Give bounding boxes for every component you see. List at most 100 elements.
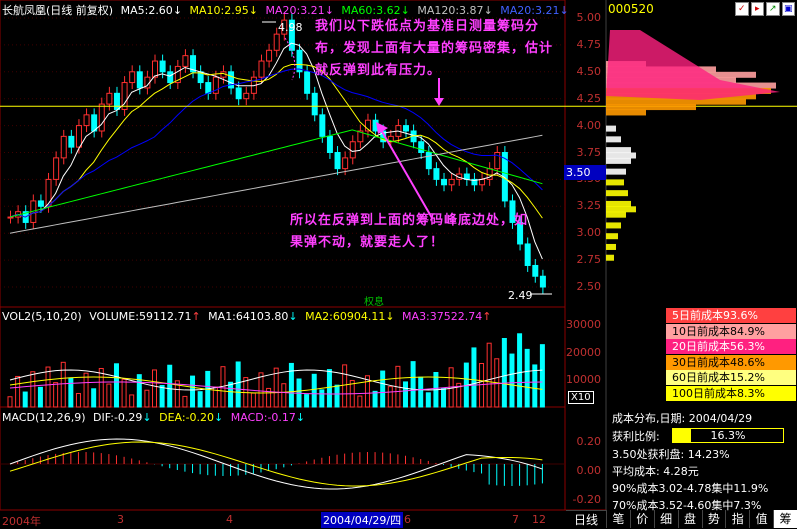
chip-bar bbox=[606, 222, 621, 229]
candle-body bbox=[334, 152, 341, 170]
chip-bar bbox=[606, 98, 746, 105]
cost-legend-row: 20日前成本56.3% bbox=[666, 339, 796, 354]
candle-body bbox=[524, 243, 531, 266]
volume-bar bbox=[501, 337, 507, 408]
profit-value: 16.3% bbox=[710, 429, 746, 442]
event-marker[interactable]: 权息 bbox=[364, 297, 384, 308]
volume-bar bbox=[479, 362, 485, 408]
volume-bar bbox=[106, 383, 112, 408]
volume-bar bbox=[281, 383, 287, 408]
macd-axis-tick: 0.20 bbox=[576, 435, 602, 448]
candle-body bbox=[532, 264, 539, 277]
tab-detail[interactable]: 细 bbox=[653, 510, 678, 528]
cursor-date: 2004/04/29/四 bbox=[321, 512, 404, 528]
price-axis-tick: 3.75 bbox=[576, 145, 602, 159]
annotation-resistance: 我们以下跌低点为基准日测量筹码分布，发现上面有大量的筹码密集，估计就反弹到此有压… bbox=[315, 19, 554, 78]
average-cost: 平均成本: 4.28元 bbox=[612, 465, 699, 478]
volume-bar bbox=[326, 369, 332, 408]
candle-body bbox=[53, 157, 60, 180]
ma20b-value: MA20:3.21 bbox=[500, 4, 560, 17]
price-axis-tick: 2.75 bbox=[576, 253, 602, 267]
vol-ma1: MA1:64103.80 bbox=[208, 310, 289, 323]
volume-bar bbox=[190, 375, 196, 408]
volume-bar bbox=[53, 382, 59, 408]
cost-70: 70%成本3.52-4.60集中7.3% bbox=[612, 499, 762, 512]
volume-bar bbox=[228, 381, 234, 408]
candle-body bbox=[273, 33, 280, 51]
candle-body bbox=[311, 92, 318, 116]
arrow-icon[interactable]: ↗ bbox=[766, 2, 780, 16]
price-axis-tick: 2.50 bbox=[576, 280, 602, 293]
macd-dea: DEA:-0.20 bbox=[159, 411, 215, 424]
candle-body bbox=[501, 152, 508, 202]
ma120-line bbox=[9, 134, 543, 234]
candle-body bbox=[136, 71, 143, 89]
volume-bar bbox=[68, 377, 74, 408]
volume-bar bbox=[524, 348, 530, 408]
profit-label: 获利比例: bbox=[612, 430, 660, 443]
chip-bar bbox=[606, 206, 636, 213]
candle-body bbox=[98, 103, 105, 132]
tab-chips[interactable]: 筹 bbox=[773, 510, 797, 528]
tab-trend[interactable]: 势 bbox=[701, 510, 726, 528]
chip-peak-pink bbox=[606, 30, 780, 100]
candle-body bbox=[37, 200, 44, 207]
candle-body bbox=[319, 114, 326, 137]
time-label-jul: 7 bbox=[512, 513, 519, 526]
volume-axis-tick: 10000 bbox=[566, 373, 601, 386]
volume-axis-tick: 30000 bbox=[566, 318, 601, 331]
cost-90: 90%成本3.02-4.78集中11.9% bbox=[612, 482, 769, 495]
volume-bar bbox=[235, 361, 241, 408]
volume-unit: X10 bbox=[568, 391, 594, 404]
macd-axis-tick: 0.00 bbox=[576, 464, 602, 477]
chip-bar bbox=[606, 190, 628, 197]
vol-ma3-line bbox=[9, 381, 543, 395]
candle-body bbox=[106, 92, 113, 105]
ma60-value: MA60:3.62 bbox=[341, 4, 401, 17]
candle-body bbox=[342, 157, 349, 170]
profit-bar-fill bbox=[673, 429, 691, 442]
annotation-arrow bbox=[379, 127, 433, 219]
candle-body bbox=[364, 119, 371, 132]
ma20-line bbox=[9, 68, 543, 218]
volume-bar bbox=[372, 390, 378, 408]
volume-bar bbox=[45, 366, 51, 408]
dea-line bbox=[9, 441, 543, 487]
dif-line bbox=[9, 438, 543, 490]
chip-bar bbox=[606, 233, 618, 240]
tab-pankou[interactable]: 盘 bbox=[677, 510, 702, 528]
candle-body bbox=[152, 60, 159, 78]
volume-bar bbox=[144, 389, 150, 408]
cost-legend-row: 10日前成本84.9% bbox=[666, 323, 796, 339]
candle-body bbox=[402, 125, 409, 132]
volume-bar bbox=[113, 363, 119, 408]
candle-body bbox=[479, 178, 486, 186]
chip-bar bbox=[606, 211, 626, 218]
candle-body bbox=[326, 135, 333, 153]
chip-bar bbox=[606, 179, 624, 186]
settings-icon[interactable]: ▣ bbox=[781, 2, 795, 16]
candle-body bbox=[494, 152, 501, 170]
volume-bar bbox=[152, 369, 158, 408]
ma10-value: MA10:2.95 bbox=[189, 4, 249, 17]
tab-price[interactable]: 价 bbox=[629, 510, 654, 528]
volume-bar bbox=[364, 375, 370, 408]
tab-bi[interactable]: 笔 bbox=[606, 510, 630, 528]
candle-body bbox=[182, 55, 189, 67]
vol-ma2-line bbox=[9, 376, 543, 394]
tab-index[interactable]: 指 bbox=[725, 510, 749, 528]
volume-bar bbox=[509, 353, 515, 408]
candle-body bbox=[212, 76, 219, 94]
tab-value[interactable]: 值 bbox=[749, 510, 773, 528]
candle-body bbox=[349, 141, 356, 159]
candle-body bbox=[296, 49, 303, 73]
chart-icon[interactable]: ✓ bbox=[735, 2, 749, 16]
chip-bar bbox=[606, 243, 616, 250]
tab-daily[interactable]: 日线 bbox=[566, 510, 606, 529]
price-axis-tick: 3.00 bbox=[576, 226, 602, 240]
volume-bar bbox=[22, 391, 28, 408]
volume-bar bbox=[387, 386, 393, 408]
flag-icon[interactable]: ▸ bbox=[750, 2, 764, 16]
volume-bar bbox=[167, 364, 173, 408]
